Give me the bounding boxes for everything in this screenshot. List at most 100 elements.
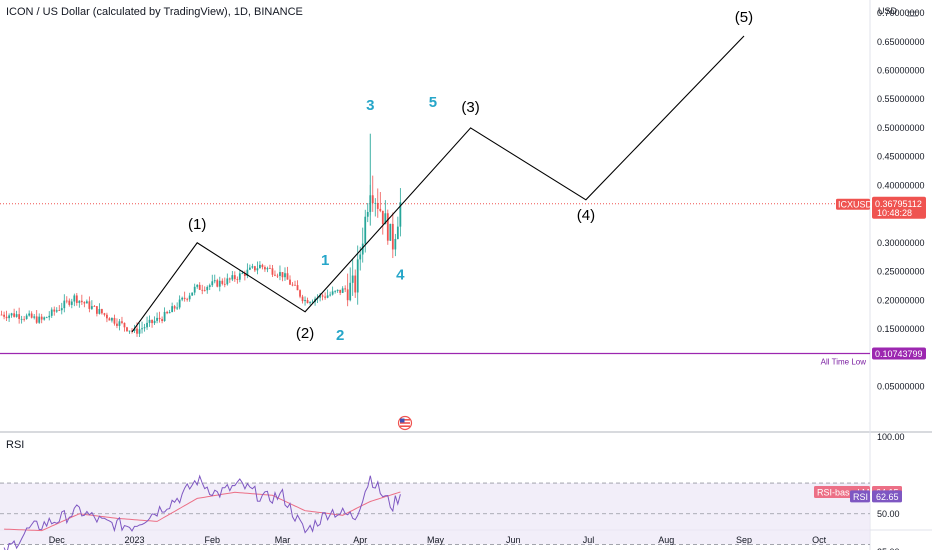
wave-label-sub[interactable]: 3 xyxy=(366,97,374,114)
candle-body xyxy=(284,273,286,278)
candle-body xyxy=(384,213,387,225)
candle-body xyxy=(346,289,349,301)
price-tick-label[interactable]: 0.40000000 xyxy=(877,180,925,190)
candle-body xyxy=(196,284,199,287)
candle-body xyxy=(18,314,21,319)
price-tick-label[interactable]: 0.05000000 xyxy=(877,381,925,391)
candle-body xyxy=(146,322,148,328)
time-tick-label[interactable]: Jun xyxy=(506,535,521,545)
candle-body xyxy=(73,295,76,302)
flag-stripe xyxy=(400,419,410,421)
candle-body xyxy=(168,312,171,314)
candle-body xyxy=(213,280,216,282)
rsi-ma-name: RSI-based MA xyxy=(817,488,876,498)
price-tick-label[interactable]: 0.30000000 xyxy=(877,238,925,248)
candle-body xyxy=(116,323,118,326)
candle-body xyxy=(161,319,163,322)
time-tick-label[interactable]: May xyxy=(427,535,445,545)
wave-label-sub[interactable]: 4 xyxy=(396,266,405,283)
wave-label-main[interactable]: (1) xyxy=(188,216,206,233)
price-tick-label[interactable]: 0.20000000 xyxy=(877,295,925,305)
candle-body xyxy=(45,317,48,319)
time-tick-label[interactable]: Jul xyxy=(583,535,595,545)
candle-body xyxy=(228,278,231,280)
candle-body xyxy=(30,313,33,318)
price-tick-label[interactable]: 0.50000000 xyxy=(877,123,925,133)
candle-body xyxy=(311,301,314,303)
wave-label-sub[interactable]: 2 xyxy=(336,327,344,344)
flag-canton xyxy=(400,418,405,423)
candle-body xyxy=(90,306,93,309)
time-tick-label[interactable]: Sep xyxy=(736,535,752,545)
price-tick-label[interactable]: 0.65000000 xyxy=(877,37,925,47)
candle-body xyxy=(58,310,61,312)
candle-body xyxy=(50,309,53,316)
candle-body xyxy=(241,273,244,275)
candle-body xyxy=(48,315,51,318)
candle-body xyxy=(351,275,354,283)
candle-body xyxy=(85,301,88,304)
candle-body xyxy=(15,314,18,317)
candle-body xyxy=(356,259,359,293)
price-tick-label[interactable]: 0.60000000 xyxy=(877,66,925,76)
candle-body xyxy=(376,202,379,209)
candle-body xyxy=(153,320,156,324)
candle-body xyxy=(394,239,397,250)
current-price-value: 0.36795112 xyxy=(875,199,922,209)
time-tick-label[interactable]: Oct xyxy=(812,535,827,545)
candle-body xyxy=(40,316,43,320)
wave-label-sub[interactable]: 5 xyxy=(429,94,437,111)
candle-body xyxy=(366,212,369,217)
price-tick-label[interactable]: 0.45000000 xyxy=(877,152,925,162)
time-tick-label[interactable]: Apr xyxy=(353,535,367,545)
candle-body xyxy=(101,309,103,314)
candle-body xyxy=(143,327,146,329)
candle-body xyxy=(211,281,214,286)
candle-body xyxy=(274,274,276,276)
price-tick-label[interactable]: 0.55000000 xyxy=(877,94,925,104)
candle-body xyxy=(53,309,56,312)
all-time-low-layer: All Time Low 0.10743799 xyxy=(0,347,926,366)
candle-body xyxy=(253,266,256,271)
candle-body xyxy=(156,317,158,321)
candle-body xyxy=(121,321,123,323)
time-tick-label[interactable]: Feb xyxy=(204,535,220,545)
time-tick-label[interactable]: 2023 xyxy=(124,535,144,545)
wave-label-main[interactable]: (4) xyxy=(577,207,595,224)
time-tick-label[interactable]: Mar xyxy=(275,535,291,545)
candle-body xyxy=(256,268,259,271)
price-tick-label[interactable]: 0.70000000 xyxy=(877,8,925,18)
candle-body xyxy=(113,317,116,324)
symbol-tag xyxy=(836,198,870,210)
event-flag[interactable] xyxy=(397,415,413,431)
wave-label-main[interactable]: (3) xyxy=(461,99,479,116)
candle-body xyxy=(28,313,31,316)
time-tick-label[interactable]: Aug xyxy=(658,535,674,545)
rsi-tick-label[interactable]: 100.00 xyxy=(877,432,905,442)
elliott-wave-layer[interactable]: (1) (2) (3) (4) (5) 1 2 3 4 5 xyxy=(131,9,753,344)
wave-label-main[interactable]: (5) xyxy=(735,9,753,26)
time-tick-label[interactable]: Dec xyxy=(49,535,66,545)
candle-body xyxy=(359,254,362,260)
candle-body xyxy=(78,300,81,303)
candle-body xyxy=(266,268,269,270)
candle-body xyxy=(33,316,36,318)
candle-body xyxy=(344,288,347,290)
wave-label-sub[interactable]: 1 xyxy=(321,252,329,269)
wave-label-main[interactable]: (2) xyxy=(296,325,314,342)
price-tick-label[interactable]: 0.15000000 xyxy=(877,324,925,334)
candle-body xyxy=(296,285,299,291)
price-tick-label[interactable]: 0.25000000 xyxy=(877,267,925,277)
candle-body xyxy=(309,302,311,304)
rsi-tick-label[interactable]: 50.00 xyxy=(877,509,900,519)
rsi-tick-label[interactable]: 25.00 xyxy=(877,547,900,550)
candle-body xyxy=(243,273,246,276)
rsi-layer xyxy=(0,474,870,550)
candle-body xyxy=(324,296,327,298)
elliott-wave-path[interactable] xyxy=(131,35,745,333)
candle-body xyxy=(80,300,83,303)
